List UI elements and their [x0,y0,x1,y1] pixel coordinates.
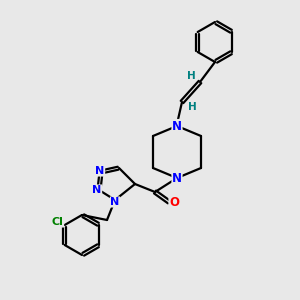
Text: N: N [172,172,182,184]
Text: Cl: Cl [52,217,64,227]
Text: N: N [110,197,120,207]
Text: H: H [188,102,196,112]
Text: N: N [92,185,102,195]
Text: N: N [95,166,105,176]
Text: N: N [172,119,182,133]
Text: O: O [169,196,179,208]
Text: H: H [187,71,195,81]
